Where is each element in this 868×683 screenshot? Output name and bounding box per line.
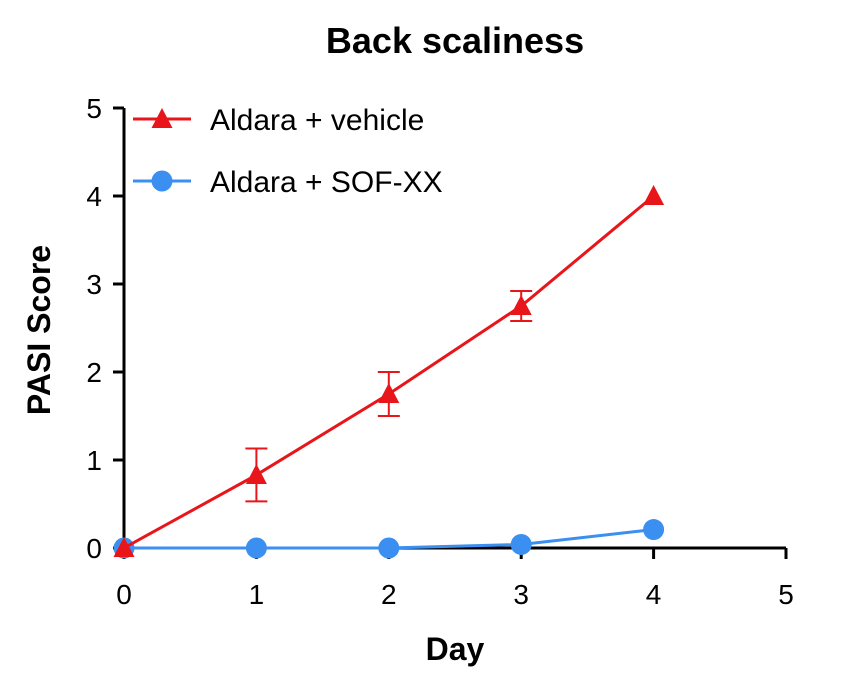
x-tick-label: 1: [249, 579, 265, 610]
y-tick-label: 4: [86, 181, 102, 212]
y-tick-label: 5: [86, 93, 102, 124]
data-point-triangle: [113, 537, 135, 557]
y-tick-label: 3: [86, 269, 102, 300]
x-axis-label: Day: [426, 631, 485, 667]
legend-marker-triangle: [151, 108, 173, 128]
x-tick-label: 5: [778, 579, 794, 610]
chart-title: Back scaliness: [326, 20, 584, 61]
data-point-circle: [378, 537, 400, 559]
y-tick-label: 0: [86, 533, 102, 564]
x-tick-label: 4: [646, 579, 662, 610]
data-point-triangle: [245, 463, 267, 484]
x-tick-label: 2: [381, 579, 397, 610]
x-ticks: 0 1 2 3 4 5: [116, 548, 794, 610]
series-layer: [113, 185, 665, 559]
y-ticks: 0 1 2 3 4 5: [86, 93, 124, 564]
x-tick-label: 3: [513, 579, 529, 610]
legend: Aldara + vehicle Aldara + SOF-XX: [133, 104, 443, 199]
data-point-triangle: [378, 383, 400, 403]
legend-item-sof: Aldara + SOF-XX: [133, 166, 443, 199]
data-point-triangle: [510, 295, 532, 315]
data-point-triangle: [643, 185, 665, 205]
legend-item-vehicle: Aldara + vehicle: [133, 104, 424, 137]
legend-label-sof: Aldara + SOF-XX: [210, 166, 443, 199]
series-vehicle: [113, 185, 665, 557]
legend-marker-circle: [151, 170, 173, 192]
data-point-circle: [510, 533, 532, 555]
y-axis-label: PASI Score: [21, 245, 57, 415]
y-tick-label: 2: [86, 357, 102, 388]
data-point-circle: [245, 537, 267, 559]
y-tick-label: 1: [86, 445, 102, 476]
legend-label-vehicle: Aldara + vehicle: [210, 104, 424, 137]
data-point-circle: [643, 519, 665, 541]
x-tick-label: 0: [116, 579, 132, 610]
series-sof-xx: [113, 519, 665, 559]
